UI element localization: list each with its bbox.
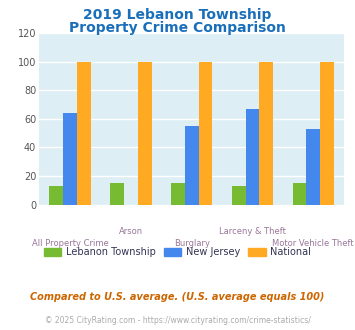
Bar (246, 109, 260, 205)
Text: Larceny & Theft: Larceny & Theft (219, 227, 286, 237)
Bar (260, 62, 273, 205)
Bar (293, 183, 306, 205)
Bar (110, 183, 124, 205)
Text: Compared to U.S. average. (U.S. average equals 100): Compared to U.S. average. (U.S. average … (30, 292, 325, 302)
Bar (171, 183, 185, 205)
Bar (232, 186, 246, 205)
Bar (320, 62, 334, 205)
Text: Arson: Arson (119, 227, 143, 237)
Text: © 2025 CityRating.com - https://www.cityrating.com/crime-statistics/: © 2025 CityRating.com - https://www.city… (45, 316, 310, 325)
Bar (306, 129, 320, 205)
Text: Property Crime Comparison: Property Crime Comparison (69, 21, 286, 35)
Text: Motor Vehicle Theft: Motor Vehicle Theft (272, 239, 354, 248)
Text: All Property Crime: All Property Crime (32, 239, 109, 248)
Text: 2019 Lebanon Township: 2019 Lebanon Township (83, 8, 272, 22)
Bar (138, 62, 152, 205)
Bar (198, 62, 212, 205)
Bar (77, 62, 91, 205)
Bar (49, 186, 63, 205)
Legend: Lebanon Township, New Jersey, National: Lebanon Township, New Jersey, National (40, 243, 315, 261)
Bar (185, 126, 198, 205)
Bar (63, 113, 77, 205)
Text: Burglary: Burglary (174, 239, 210, 248)
